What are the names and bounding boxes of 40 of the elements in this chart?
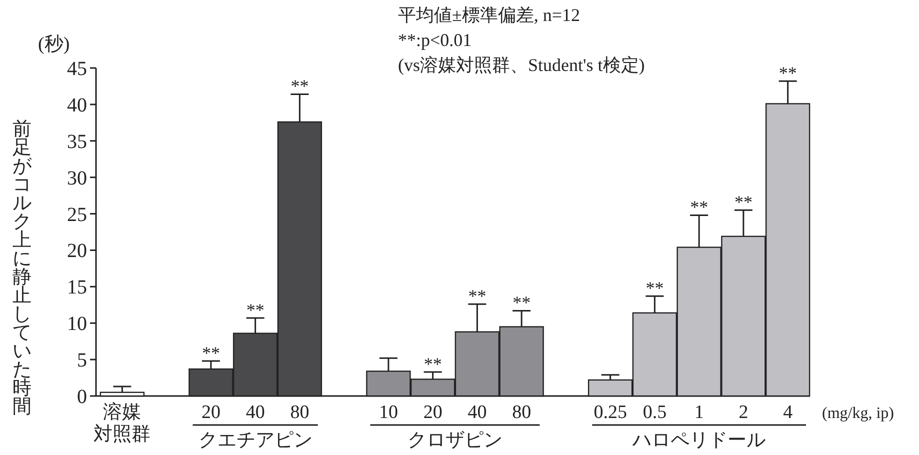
text: 前足がコルク上に静止していた時間 (12, 119, 32, 418)
data-label: ** (690, 197, 708, 218)
text: ハロペリドール (632, 430, 766, 451)
data-label: ** (290, 76, 309, 96)
x-tick-label: 40 (246, 402, 265, 423)
x-tick-label: 20 (423, 402, 442, 423)
y-tick-label: 45 (67, 58, 87, 80)
x-tick-label: 1 (694, 402, 704, 423)
y-tick-label: 10 (67, 313, 87, 336)
data-label: ** (424, 354, 442, 374)
y-tick-label: 25 (67, 204, 87, 226)
data-label: ** (512, 292, 531, 313)
data-label: ** (646, 278, 664, 298)
x-tick-label: 10 (378, 402, 398, 423)
data-label: ** (734, 192, 752, 212)
y-tick-label: 35 (67, 130, 87, 153)
x-tick-label: 溶媒対照群 (94, 401, 151, 445)
text: クロザピン (408, 430, 502, 451)
x-tick-label: 80 (512, 402, 532, 423)
y-tick-label: 30 (67, 167, 87, 190)
data-label: ** (246, 300, 264, 320)
text: クエチアピン (198, 430, 312, 451)
data-label: ** (202, 343, 220, 364)
x-tick-label: 20 (201, 402, 220, 423)
x-tick-label: 4 (783, 402, 794, 423)
x-tick-label: 0.5 (642, 402, 667, 423)
text: (秒) (38, 34, 70, 55)
x-axis-title: (mg/kg, ip) (822, 405, 894, 422)
x-tick-label: 80 (290, 402, 310, 423)
y-tick-label: 40 (67, 94, 87, 116)
x-tick-label: 2 (738, 402, 748, 423)
y-tick-label: 0 (77, 386, 87, 408)
y-tick-label: 5 (77, 350, 87, 372)
data-label: ** (778, 63, 797, 84)
data-label: ** (468, 286, 486, 306)
x-tick-label: 0.25 (594, 402, 627, 423)
chart-subtitle: 平均値±標準偏差, n=12 **:p<0.01 (vs溶媒対照群、Student's t検定) (398, 5, 645, 75)
y-tick-label: 15 (67, 276, 87, 299)
y-tick-label: 20 (67, 240, 87, 262)
x-tick-label: 40 (468, 402, 487, 423)
